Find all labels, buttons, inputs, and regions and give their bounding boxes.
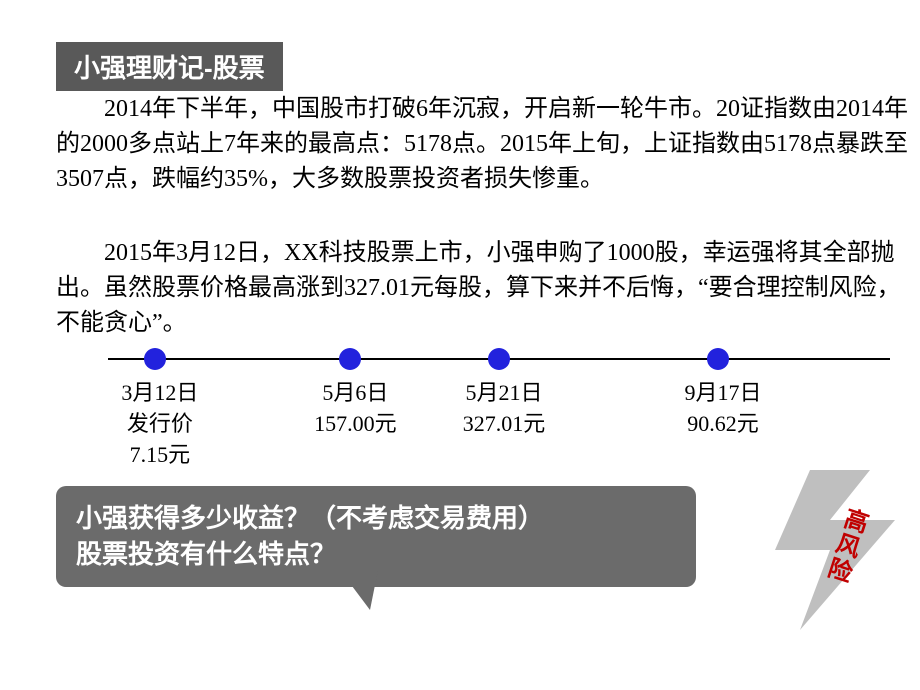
slide-title: 小强理财记-股票 (56, 42, 283, 91)
speech-tail-icon (340, 570, 378, 610)
timeline-label: 9月17日90.62元 (663, 378, 783, 440)
timeline-date: 3月12日 (100, 378, 220, 409)
paragraph-2: 2015年3月12日，XX科技股票上市，小强申购了1000股，幸运强将其全部抛出… (56, 236, 920, 340)
timeline-date: 5月6日 (295, 378, 415, 409)
timeline-value: 327.01元 (444, 409, 564, 440)
timeline-label: 5月21日327.01元 (444, 378, 564, 440)
paragraph-1: 2014年下半年，中国股市打破6年沉寂，开启新一轮牛市。20证指数由2014年的… (56, 92, 920, 196)
question-line-1: 小强获得多少收益？（不考虑交易费用） (76, 500, 676, 536)
risk-badge: 高风险 (760, 470, 910, 630)
timeline-dot (339, 348, 361, 370)
timeline-date: 9月17日 (663, 378, 783, 409)
timeline-label: 5月6日157.00元 (295, 378, 415, 440)
timeline-dot (707, 348, 729, 370)
timeline-value: 90.62元 (663, 409, 783, 440)
timeline-dot (144, 348, 166, 370)
timeline-value: 157.00元 (295, 409, 415, 440)
timeline-label: 3月12日发行价7.15元 (100, 378, 220, 470)
question-line-2: 股票投资有什么特点？ (76, 536, 676, 572)
timeline-value: 发行价 (100, 409, 220, 440)
timeline-dot (488, 348, 510, 370)
timeline-date: 5月21日 (444, 378, 564, 409)
timeline-value: 7.15元 (100, 440, 220, 471)
